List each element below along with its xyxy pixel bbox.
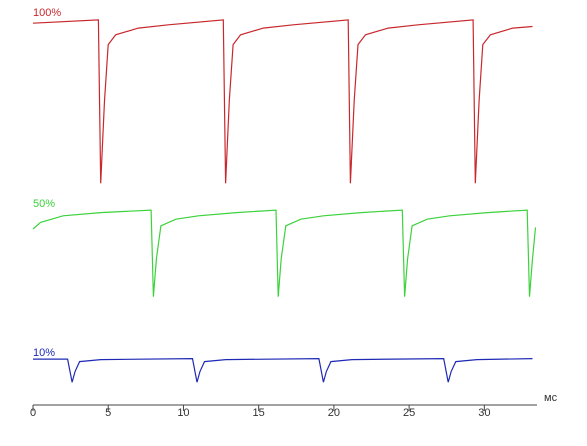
trace bbox=[32, 209, 537, 297]
trace-label: 50% bbox=[33, 198, 55, 210]
x-tick-label: 15 bbox=[253, 407, 265, 419]
x-axis-label: мс bbox=[544, 392, 558, 404]
x-tick-label: 20 bbox=[328, 407, 340, 419]
trace bbox=[32, 19, 533, 184]
x-tick-label: 10 bbox=[177, 407, 189, 419]
trace-label: 100% bbox=[33, 7, 61, 19]
x-tick-label: 25 bbox=[403, 407, 415, 419]
trace-label: 10% bbox=[33, 347, 55, 359]
x-tick-label: 30 bbox=[478, 407, 490, 419]
x-tick-label: 5 bbox=[105, 407, 111, 419]
x-tick-label: 0 bbox=[30, 407, 36, 419]
trace bbox=[33, 357, 533, 383]
